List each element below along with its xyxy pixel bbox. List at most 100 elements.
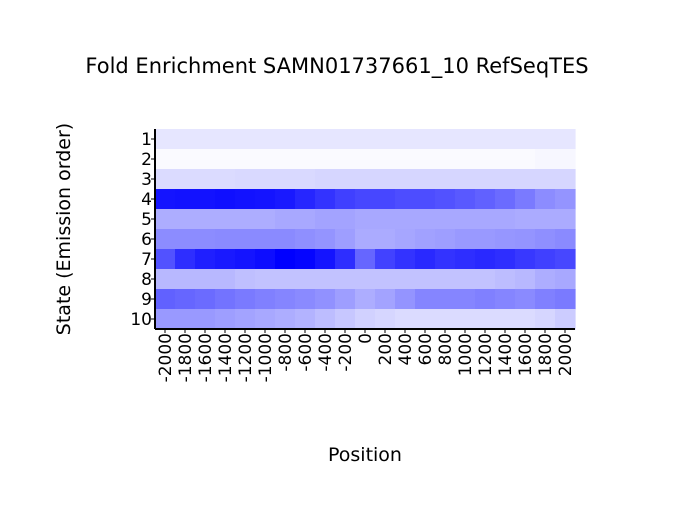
heatmap-cell bbox=[515, 189, 536, 210]
heatmap-cell bbox=[255, 209, 276, 230]
x-axis-label: Position bbox=[328, 444, 402, 466]
heatmap-cell bbox=[415, 269, 436, 290]
y-tick-label: 6 bbox=[141, 230, 152, 250]
y-tick-label: 2 bbox=[141, 150, 152, 170]
x-tick-label: 2000 bbox=[556, 333, 576, 376]
heatmap-cell bbox=[235, 129, 256, 150]
heatmap-cell bbox=[515, 129, 536, 150]
y-tick-label: 7 bbox=[141, 250, 152, 270]
heatmap-cell bbox=[535, 209, 556, 230]
heatmap-cell bbox=[415, 229, 436, 250]
heatmap-cell bbox=[475, 289, 496, 310]
heatmap-cell bbox=[495, 169, 516, 190]
heatmap-cell bbox=[555, 169, 576, 190]
x-tick-label: 1400 bbox=[496, 333, 516, 376]
heatmap-cell bbox=[415, 209, 436, 230]
heatmap-cell bbox=[495, 149, 516, 170]
heatmap-cell bbox=[515, 209, 536, 230]
y-tick-label: 10 bbox=[130, 310, 152, 330]
heatmap-cell bbox=[435, 209, 456, 230]
heatmap-cell bbox=[155, 169, 176, 190]
heatmap-cell bbox=[315, 189, 336, 210]
heatmap-cell bbox=[155, 229, 176, 250]
x-tick-label: 1600 bbox=[516, 333, 536, 376]
heatmap-cell bbox=[355, 169, 376, 190]
heatmap-cell bbox=[415, 149, 436, 170]
x-tick-label: -2000 bbox=[156, 333, 176, 382]
heatmap-cell bbox=[215, 249, 236, 270]
x-tick-label: -1000 bbox=[256, 333, 276, 382]
x-tick-label: 600 bbox=[416, 333, 436, 365]
heatmap-cell bbox=[175, 169, 196, 190]
heatmap-cell bbox=[475, 169, 496, 190]
heatmap-cell bbox=[295, 269, 316, 290]
heatmap-cell bbox=[375, 309, 396, 330]
heatmap-cell bbox=[375, 149, 396, 170]
heatmap-cell bbox=[235, 249, 256, 270]
heatmap-cell bbox=[375, 229, 396, 250]
heatmap-cell bbox=[215, 309, 236, 330]
heatmap-cell bbox=[475, 189, 496, 210]
heatmap-cell bbox=[435, 169, 456, 190]
heatmap-cell bbox=[495, 129, 516, 150]
heatmap-cell bbox=[195, 269, 216, 290]
heatmap-cell bbox=[475, 309, 496, 330]
heatmap-cell bbox=[355, 189, 376, 210]
x-tick-label: -1600 bbox=[196, 333, 216, 382]
heatmap-cell bbox=[535, 169, 556, 190]
heatmap-cell bbox=[555, 209, 576, 230]
x-tick-label: -400 bbox=[316, 333, 336, 372]
heatmap-cell bbox=[455, 169, 476, 190]
heatmap-cell bbox=[355, 129, 376, 150]
heatmap-cell bbox=[535, 229, 556, 250]
heatmap-cell bbox=[435, 189, 456, 210]
heatmap-cell bbox=[435, 149, 456, 170]
heatmap-cell bbox=[555, 289, 576, 310]
x-tick-label: -1800 bbox=[176, 333, 196, 382]
heatmap-cell bbox=[375, 209, 396, 230]
heatmap-cell bbox=[515, 249, 536, 270]
heatmap-cell bbox=[515, 309, 536, 330]
heatmap-cell bbox=[375, 269, 396, 290]
y-tick-label: 5 bbox=[141, 210, 152, 230]
heatmap-cell bbox=[275, 129, 296, 150]
heatmap-cell bbox=[535, 309, 556, 330]
heatmap-cell bbox=[315, 249, 336, 270]
heatmap-cell bbox=[395, 129, 416, 150]
heatmap-cell bbox=[275, 289, 296, 310]
heatmap-cell bbox=[195, 149, 216, 170]
heatmap-cell bbox=[375, 249, 396, 270]
y-axis-label: State (Emission order) bbox=[53, 123, 75, 335]
heatmap-cell bbox=[335, 269, 356, 290]
heatmap-cell bbox=[255, 289, 276, 310]
y-tick-label: 1 bbox=[141, 130, 152, 150]
heatmap-cell bbox=[355, 229, 376, 250]
heatmap-cell bbox=[255, 249, 276, 270]
heatmap-cell bbox=[275, 249, 296, 270]
heatmap-cell bbox=[415, 289, 436, 310]
heatmap-cell bbox=[355, 249, 376, 270]
heatmap-cell bbox=[295, 289, 316, 310]
heatmap-cell bbox=[415, 189, 436, 210]
heatmap-cell bbox=[395, 149, 416, 170]
heatmap-cell bbox=[455, 249, 476, 270]
heatmap-cell bbox=[355, 269, 376, 290]
heatmap-cell bbox=[295, 189, 316, 210]
heatmap-cell bbox=[555, 229, 576, 250]
heatmap-cell bbox=[535, 149, 556, 170]
heatmap-cell bbox=[455, 229, 476, 250]
x-tick-label: -800 bbox=[276, 333, 296, 372]
heatmap-cell bbox=[335, 229, 356, 250]
heatmap-cell bbox=[495, 189, 516, 210]
heatmap-cell bbox=[355, 289, 376, 310]
heatmap-cell bbox=[455, 129, 476, 150]
heatmap-cell bbox=[555, 249, 576, 270]
heatmap-cell bbox=[155, 249, 176, 270]
heatmap-cell bbox=[235, 189, 256, 210]
heatmap-cell bbox=[315, 309, 336, 330]
heatmap-cell bbox=[515, 149, 536, 170]
heatmap-cell bbox=[535, 249, 556, 270]
heatmap-cell bbox=[155, 129, 176, 150]
heatmap-cell bbox=[355, 209, 376, 230]
heatmap-cell bbox=[155, 189, 176, 210]
